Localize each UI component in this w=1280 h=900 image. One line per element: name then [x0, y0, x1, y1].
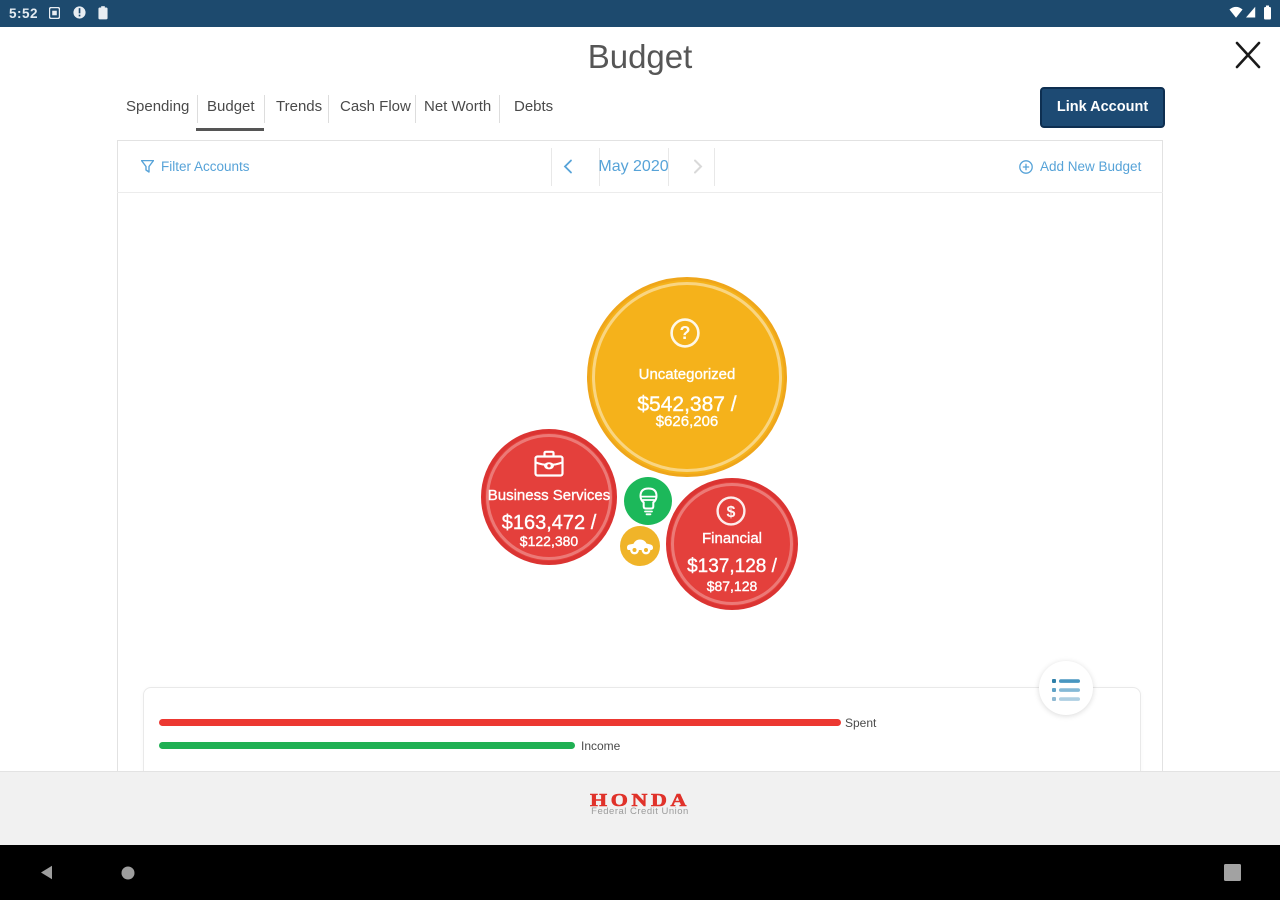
svg-text:$: $ [727, 504, 736, 521]
svg-text:?: ? [680, 323, 691, 343]
